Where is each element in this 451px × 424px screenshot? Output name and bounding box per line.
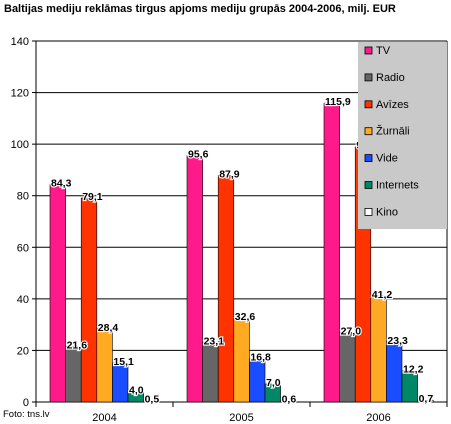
bar-vide-2005 [249, 358, 266, 403]
legend-label: Avīzes [376, 99, 409, 111]
data-label: 28,4 [98, 322, 119, 334]
data-label: 84,3 [51, 178, 72, 190]
data-label: 115,9 [325, 96, 351, 108]
y-tick-label: 40 [17, 294, 29, 306]
bar-radio-2006 [339, 332, 356, 403]
data-label: 21,6 [67, 339, 88, 351]
legend-swatch--urn-li [364, 127, 373, 136]
y-tick-label: 80 [17, 191, 29, 203]
data-label: 27,0 [341, 325, 362, 337]
data-label: 0,7 [419, 393, 434, 405]
data-label: 79,1 [82, 191, 103, 203]
legend-box [358, 42, 447, 229]
data-labels: 84,395,6115,921,623,127,079,187,999,028,… [50, 95, 435, 407]
data-label: 87,9 [219, 168, 240, 180]
data-label: 4,0 [129, 385, 144, 397]
data-label: 16,8 [250, 352, 271, 364]
bar-kino-2005 [280, 400, 297, 403]
legend: TV Radio Avīzes Žurnāli Vide Internets Kino [358, 42, 447, 229]
bar--urn-li-2005 [233, 317, 250, 403]
bar-tv-2005 [186, 155, 203, 403]
bar-kino-2006 [417, 399, 434, 403]
data-label: 0,5 [145, 394, 160, 406]
bar-kino-2004 [143, 400, 160, 403]
x-tick-label: 2006 [366, 412, 390, 424]
legend-swatch-av-zes [364, 100, 373, 109]
chart-title: Baltijas mediju reklāmas tirgus apjoms m… [4, 3, 396, 15]
legend-label: Kino [376, 206, 398, 218]
bar-vide-2004 [112, 362, 129, 403]
bar--urn-li-2006 [370, 295, 387, 403]
bar-tv-2006 [323, 102, 340, 403]
legend-label: Internets [376, 180, 419, 192]
bar-radio-2005 [202, 342, 219, 403]
bar-vide-2006 [386, 341, 403, 403]
y-axis: 0 20 40 60 80 100 120 140 [11, 36, 37, 409]
data-label: 41,2 [372, 289, 393, 301]
source-note: Foto: tns.lv [3, 409, 50, 420]
y-tick-label: 120 [11, 88, 29, 100]
legend-swatch-vide [364, 154, 373, 163]
y-tick-label: 20 [17, 345, 29, 357]
data-label: 0,6 [282, 393, 297, 405]
legend-label: Vide [376, 153, 398, 165]
legend-label: TV [376, 45, 391, 57]
y-tick-label: 0 [23, 397, 29, 409]
bar-internets-2004 [127, 391, 144, 403]
legend-label: Radio [376, 72, 405, 84]
bar-internets-2006 [401, 370, 418, 403]
bar-radio-2004 [65, 346, 82, 403]
bar-av-zes-2005 [217, 175, 235, 403]
bar-tv-2004 [49, 184, 66, 403]
data-label: 32,6 [235, 311, 256, 323]
bar-internets-2005 [264, 383, 281, 403]
y-tick-label: 140 [11, 36, 29, 48]
data-label: 7,0 [266, 377, 281, 389]
data-label: 15,1 [113, 356, 134, 368]
bars [49, 102, 434, 403]
x-axis: 2004 2005 2006 [35, 401, 448, 424]
data-label: 12,2 [403, 364, 424, 376]
legend-swatch-internets [364, 181, 373, 189]
x-tick-label: 2004 [92, 412, 116, 424]
y-tick-label: 60 [17, 242, 29, 254]
data-label: 95,6 [188, 148, 209, 160]
bar--urn-li-2004 [96, 328, 113, 403]
legend-swatch-radio [364, 73, 373, 82]
legend-label: Žurnāli [376, 125, 410, 138]
x-tick-label: 2005 [229, 412, 253, 424]
data-label: 23,3 [387, 335, 408, 347]
bar-av-zes-2004 [80, 197, 98, 403]
legend-swatch-tv [364, 46, 373, 55]
data-label: 23,1 [204, 335, 225, 347]
y-tick-label: 100 [11, 139, 29, 151]
legend-swatch-kino [364, 207, 373, 216]
